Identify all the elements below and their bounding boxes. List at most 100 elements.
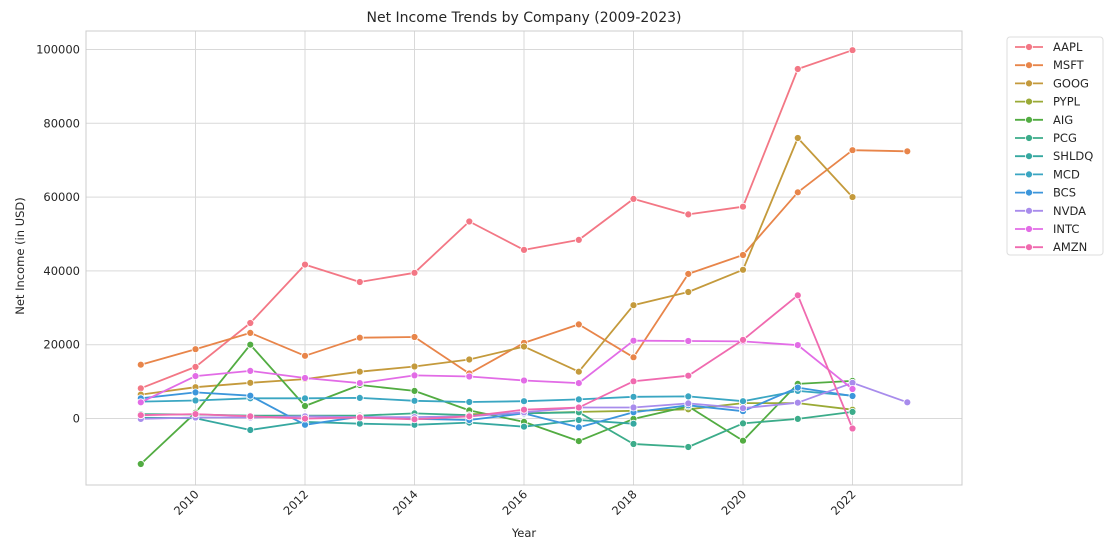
series-goog <box>136 134 857 399</box>
data-point <box>629 301 638 310</box>
data-point <box>629 353 638 362</box>
data-point <box>246 426 255 434</box>
data-point <box>793 134 802 142</box>
data-point <box>684 392 693 401</box>
data-point <box>574 320 583 329</box>
series-amzn <box>136 291 857 433</box>
data-point <box>301 394 309 403</box>
legend-label: NVDA <box>1053 204 1086 218</box>
data-point <box>848 46 857 55</box>
data-point <box>684 288 693 296</box>
data-point <box>246 378 255 387</box>
data-point <box>136 411 145 420</box>
series-line-mcd <box>140 389 853 403</box>
data-point <box>191 396 200 405</box>
data-point <box>246 412 255 421</box>
data-point <box>629 194 638 203</box>
data-point <box>848 407 857 416</box>
data-point <box>410 371 419 380</box>
data-point <box>191 388 200 397</box>
legend-item-goog: GOOG <box>1015 76 1089 90</box>
legend-label: PCG <box>1053 131 1077 145</box>
legend-swatch-marker <box>1025 79 1033 88</box>
data-point <box>739 202 747 211</box>
data-point <box>574 367 583 376</box>
data-point <box>903 398 912 407</box>
legend-swatch-marker <box>1025 170 1033 179</box>
data-point <box>739 265 747 274</box>
data-point <box>191 345 200 354</box>
data-point <box>684 337 693 345</box>
legend-swatch-marker <box>1025 188 1033 197</box>
data-point <box>301 414 309 423</box>
data-point <box>465 217 474 226</box>
legend-label: MCD <box>1053 167 1080 181</box>
data-point <box>739 404 747 413</box>
data-point <box>520 376 528 385</box>
y-axis-label: Net Income (in USD) <box>13 197 27 315</box>
legend-label: AAPL <box>1053 40 1083 54</box>
data-point <box>520 397 528 406</box>
data-point <box>355 278 364 286</box>
x-tick-label: 2010 <box>171 487 202 518</box>
legend-item-msft: MSFT <box>1015 58 1085 72</box>
data-point <box>574 416 583 424</box>
series-line-shldq <box>140 416 634 431</box>
data-point <box>355 413 364 422</box>
data-point <box>410 362 419 371</box>
series-aig <box>136 340 857 468</box>
data-point <box>410 386 419 395</box>
data-point <box>848 385 857 393</box>
series-line-amzn <box>140 294 854 429</box>
series-aapl <box>136 46 857 393</box>
data-point <box>574 423 583 432</box>
data-point <box>246 340 255 349</box>
y-tick-label: 20000 <box>43 338 80 352</box>
data-point <box>629 440 638 448</box>
data-point <box>629 377 638 386</box>
legend-item-mcd: MCD <box>1015 167 1080 181</box>
data-point <box>355 367 364 376</box>
legend-swatch-marker <box>1025 225 1033 233</box>
data-point <box>903 147 912 156</box>
data-point <box>739 335 747 344</box>
legend-swatch-marker <box>1025 134 1033 142</box>
data-point <box>355 393 364 402</box>
data-point <box>793 383 802 392</box>
x-tick-label: 2014 <box>390 487 421 518</box>
series-intc <box>136 336 857 407</box>
data-point <box>629 336 638 345</box>
legend-label: SHLDQ <box>1053 149 1093 163</box>
data-point <box>465 372 474 381</box>
data-point <box>684 399 693 408</box>
data-point <box>574 403 583 412</box>
data-point <box>520 342 528 351</box>
data-point <box>191 372 200 381</box>
data-point <box>793 398 802 407</box>
y-tick-label: 0 <box>73 412 80 426</box>
data-point <box>246 319 255 327</box>
data-point <box>848 146 857 155</box>
y-tick-label: 80000 <box>43 116 80 130</box>
legend-item-aapl: AAPL <box>1015 40 1083 54</box>
legend-label: MSFT <box>1053 58 1085 72</box>
legend-item-nvda: NVDA <box>1015 204 1086 218</box>
data-point <box>465 398 474 406</box>
data-point <box>246 328 255 337</box>
series-line-aapl <box>140 49 853 390</box>
legend: AAPL MSFT GOOG PYPL AIG PCG SHLDQ MCD BCS NVDA INT… <box>1006 36 1104 256</box>
legend-swatch-marker <box>1025 61 1033 70</box>
y-tick-label: 100000 <box>36 42 80 56</box>
data-point <box>520 245 528 254</box>
data-point <box>136 360 145 369</box>
series-line-bcs <box>140 386 853 429</box>
data-point <box>465 412 474 421</box>
data-point <box>574 437 583 446</box>
data-point <box>629 403 638 412</box>
data-point <box>246 391 255 400</box>
y-tick-label: 40000 <box>43 264 80 278</box>
data-point <box>629 419 638 428</box>
x-tick-label: 2012 <box>281 487 312 518</box>
data-point <box>136 398 145 407</box>
